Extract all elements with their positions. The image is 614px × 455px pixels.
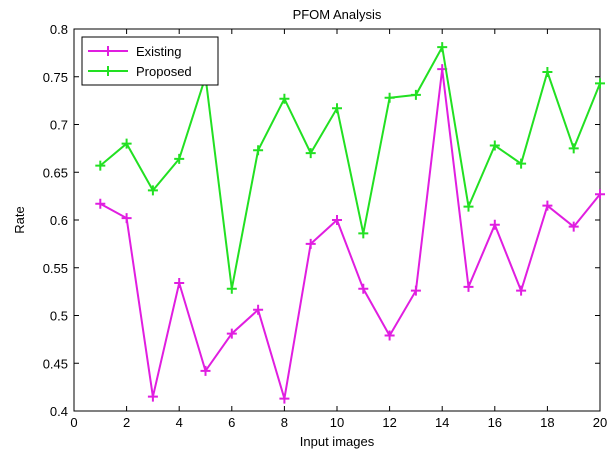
y-tick-label: 0.6 [50, 213, 68, 228]
series-layer [95, 42, 605, 404]
data-point [516, 158, 527, 169]
data-point [595, 189, 605, 200]
legend-box [81, 36, 219, 86]
data-point [568, 143, 579, 154]
data-point [226, 328, 237, 339]
data-point [147, 185, 158, 196]
y-tick-label: 0.65 [43, 165, 68, 180]
x-tick-label: 18 [540, 415, 554, 430]
y-tick-label: 0.8 [50, 22, 68, 37]
x-tick-label: 16 [488, 415, 502, 430]
data-point [332, 103, 342, 114]
data-point [516, 285, 527, 296]
data-point [542, 200, 553, 211]
data-point [568, 221, 579, 232]
data-point [410, 89, 421, 100]
data-point [463, 281, 474, 292]
data-point [174, 153, 185, 164]
axis-ticks: 0 2 4 6 8 10 12 14 16 18 20 0.4 0.45 0.5 0.55 0.6 0.65 0.… [43, 22, 608, 430]
data-point [489, 219, 500, 230]
data-point [358, 228, 369, 239]
data-point [121, 138, 132, 149]
x-tick-label: 14 [435, 415, 449, 430]
data-point [305, 148, 316, 159]
x-tick-label: 0 [70, 415, 77, 430]
data-point [305, 238, 316, 249]
data-point [332, 215, 342, 225]
series-proposed [95, 42, 605, 294]
data-point [410, 285, 421, 296]
x-tick-label: 2 [123, 415, 130, 430]
x-tick-label: 8 [281, 415, 288, 430]
data-point [595, 78, 605, 89]
y-tick-label: 0.5 [50, 309, 68, 324]
data-point [384, 330, 395, 341]
legend-label: Proposed [136, 64, 192, 79]
legend-marker [103, 46, 113, 56]
data-point [489, 140, 500, 151]
series-existing [95, 64, 605, 404]
y-tick-label: 0.75 [43, 70, 68, 85]
data-point [95, 198, 106, 209]
legend-item-existing: Existing [88, 44, 182, 59]
y-tick-label: 0.55 [43, 261, 68, 276]
y-tick-label: 0.45 [43, 356, 68, 371]
data-point [358, 283, 369, 294]
legend-item-proposed: Proposed [88, 64, 192, 79]
x-tick-label: 12 [382, 415, 396, 430]
data-point [279, 93, 290, 104]
data-point [200, 365, 211, 376]
data-point [279, 393, 290, 404]
x-tick-label: 6 [228, 415, 235, 430]
x-tick-label: 20 [593, 415, 607, 430]
x-tick-label: 10 [330, 415, 344, 430]
data-point [542, 66, 553, 77]
y-tick-label: 0.4 [50, 404, 68, 419]
x-axis-label: Input images [300, 434, 375, 449]
data-point [253, 145, 264, 156]
data-point [463, 201, 474, 212]
chart-title: PFOM Analysis [293, 7, 382, 22]
legend-label: Existing [136, 44, 182, 59]
series-line-existing [99, 68, 601, 399]
data-point [384, 92, 395, 103]
data-point [174, 278, 185, 289]
y-axis-label: Rate [12, 206, 27, 233]
data-point [253, 304, 264, 315]
data-point [437, 42, 448, 53]
data-point [226, 283, 237, 294]
series-line-proposed [99, 44, 601, 289]
legend: Existing Proposed [81, 36, 219, 86]
legend-marker [103, 66, 113, 76]
y-tick-label: 0.7 [50, 118, 68, 133]
data-point [95, 160, 106, 171]
data-point [121, 213, 132, 224]
x-tick-label: 4 [176, 415, 183, 430]
data-point [147, 391, 158, 402]
